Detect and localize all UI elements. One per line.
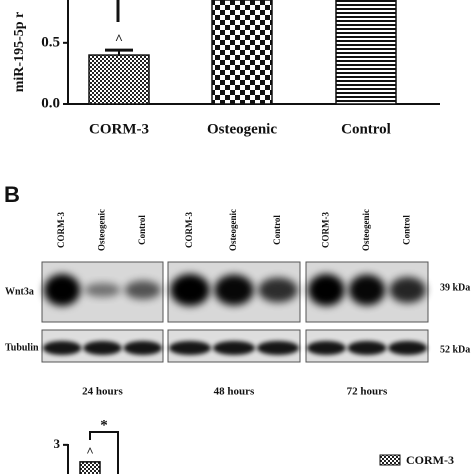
row-label: Wnt3a — [5, 286, 34, 297]
lane-label: CORM-3 — [320, 212, 330, 248]
x-tick-label: Control — [341, 121, 391, 137]
band — [168, 341, 212, 355]
y-tick-label: 0.0 — [41, 95, 60, 111]
band — [170, 274, 210, 306]
band — [83, 341, 122, 355]
lane-label: CORM-3 — [56, 212, 66, 248]
bar — [88, 54, 150, 105]
lane-label: Control — [272, 215, 282, 245]
band — [84, 283, 121, 297]
band — [348, 274, 386, 306]
annotation: * — [100, 417, 108, 433]
time-label: 48 hours — [214, 386, 255, 398]
band — [388, 341, 428, 355]
top-chart: miR-195-5p r 0.0 0.5 CORM-3 ^ Osteogenic Contr… — [12, 0, 440, 137]
x-tick-label: CORM-3 — [89, 121, 149, 137]
lane-label: Osteogenic — [97, 209, 107, 251]
bar — [211, 0, 273, 105]
legend-label: CORM-3 — [406, 453, 454, 467]
band — [308, 274, 345, 306]
bar — [79, 461, 101, 474]
band — [347, 341, 387, 355]
band — [258, 277, 298, 303]
band — [212, 341, 256, 355]
annotation: ^ — [115, 32, 123, 47]
lane-label: Osteogenic — [228, 209, 238, 251]
bar — [335, 0, 397, 105]
band — [124, 280, 161, 300]
lane-label: CORM-3 — [184, 212, 194, 248]
band — [389, 277, 426, 303]
lane-label: Control — [402, 215, 412, 245]
y-tick-label: 0.5 — [41, 34, 60, 50]
bracket — [89, 431, 119, 474]
time-label: 72 hours — [347, 386, 388, 398]
blot: CORM-3 Osteogenic Control 24 hours CORM-3 Ost… — [5, 209, 470, 398]
band — [256, 341, 300, 355]
band — [42, 341, 82, 355]
size-label: 39 kDa — [440, 282, 470, 293]
y-axis-label: miR-195-5p r — [12, 12, 27, 93]
band — [123, 341, 163, 355]
panel-label: B — [4, 182, 20, 207]
legend-swatch — [379, 454, 401, 466]
lane-label: Control — [137, 215, 147, 245]
bottom-chart: 3 ^ * CORM-3 — [54, 417, 454, 474]
x-tick-label: Osteogenic — [207, 121, 277, 137]
time-label: 24 hours — [82, 386, 123, 398]
band — [306, 341, 346, 355]
band — [214, 274, 254, 306]
row-label: Tubulin — [5, 342, 39, 353]
y-tick-label: 3 — [54, 436, 61, 451]
annotation: ^ — [86, 444, 94, 459]
band — [44, 274, 81, 306]
lane-label: Osteogenic — [361, 209, 371, 251]
size-label: 52 kDa — [440, 344, 470, 355]
